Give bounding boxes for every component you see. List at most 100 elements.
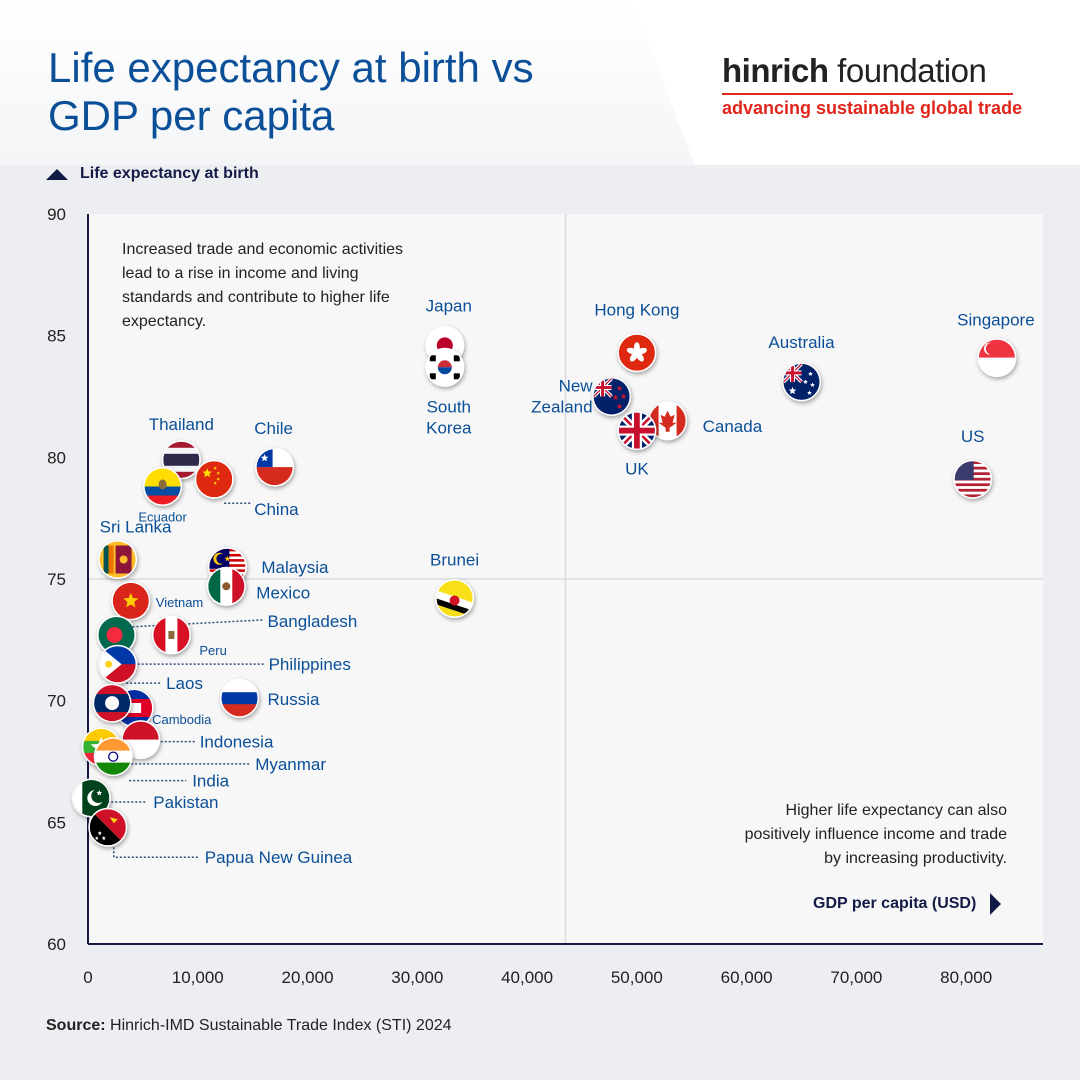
country-label: Indonesia: [200, 733, 274, 752]
country-label: Malaysia: [261, 558, 329, 577]
russia-flag-icon: [221, 680, 258, 717]
source-text: Hinrich-IMD Sustainable Trade Index (STI…: [105, 1017, 452, 1034]
country-label: Japan: [426, 296, 472, 315]
y-axis-label: Life expectancy at birth: [80, 165, 259, 182]
point-papua-new-guinea: [88, 807, 128, 847]
y-axis-title: Life expectancy at birth: [46, 165, 259, 183]
up-arrow-icon: [46, 168, 68, 180]
country-label: Myanmar: [255, 755, 326, 774]
point-russia: [220, 678, 259, 718]
country-label: Thailand: [149, 415, 214, 434]
chile-flag-icon: [256, 449, 293, 486]
y-tick-label: 70: [47, 692, 66, 711]
country-label: Vietnam: [156, 595, 203, 610]
source-label: Source:: [46, 1017, 106, 1034]
country-label: Canada: [703, 417, 763, 436]
country-label: US: [961, 427, 985, 446]
country-label: India: [192, 772, 229, 791]
y-tick-label: 80: [47, 448, 66, 467]
country-label: Ecuador: [138, 510, 187, 525]
singapore-flag-icon: [978, 339, 1015, 376]
point-singapore: [977, 338, 1017, 378]
hong-kong-flag-icon: [618, 334, 655, 371]
logo-panel: [632, 0, 1080, 165]
point-chile: [255, 447, 295, 487]
india-flag-icon: [95, 738, 132, 775]
country-label: China: [254, 500, 299, 519]
x-tick-label: 50,000: [611, 968, 663, 987]
ecuador-flag-icon: [144, 468, 181, 505]
logo-bold: hinrich: [722, 52, 829, 89]
papua-new-guinea-flag-icon: [89, 809, 126, 846]
uk-flag-icon: [618, 412, 655, 449]
mexico-flag-icon: [208, 568, 245, 605]
country-label: New: [559, 377, 594, 396]
x-axis-title: GDP per capita (USD): [813, 893, 1002, 915]
canada-flag-icon: [649, 402, 686, 439]
country-label: Papua New Guinea: [205, 848, 353, 867]
country-label: Chile: [254, 419, 293, 438]
country-label: South: [427, 397, 471, 416]
country-label: Mexico: [256, 583, 310, 602]
country-label: Laos: [166, 674, 203, 693]
point-mexico: [206, 566, 246, 606]
china-flag-icon: [196, 461, 233, 498]
point-us: [953, 459, 993, 499]
country-label: Australia: [768, 333, 835, 352]
point-new-zealand: [592, 377, 632, 416]
logo-rule: [722, 93, 1013, 95]
country-label: Singapore: [957, 311, 1035, 330]
x-tick-label: 0: [83, 968, 92, 987]
point-hong-kong: [617, 333, 657, 373]
point-sri-lanka: [98, 540, 138, 579]
point-south-korea: [425, 347, 465, 387]
peru-flag-icon: [153, 617, 190, 653]
point-peru: [151, 615, 191, 655]
annotation-bottom: Higher life expectancy can also positive…: [744, 802, 1007, 867]
point-canada: [648, 401, 688, 441]
country-label: Russia: [268, 690, 321, 709]
logo-rest: foundation: [828, 52, 987, 89]
country-label: Zealand: [531, 398, 592, 417]
y-tick-label: 90: [47, 205, 66, 224]
x-tick-label: 10,000: [172, 968, 224, 987]
logo-wordmark: hinrich foundation: [722, 52, 987, 90]
country-label: Korea: [426, 418, 472, 437]
point-uk: [617, 411, 657, 451]
country-label: Bangladesh: [268, 612, 358, 631]
x-tick-label: 20,000: [282, 968, 334, 987]
x-axis-label: GDP per capita (USD): [813, 895, 977, 912]
new-zealand-flag-icon: [593, 378, 630, 415]
sri-lanka-flag-icon: [99, 541, 136, 578]
annotation-top: Increased trade and economic activities …: [122, 241, 404, 330]
y-tick-label: 65: [47, 813, 66, 832]
south-korea-flag-icon: [426, 349, 463, 386]
page-title: Life expectancy at birth vs GDP per capi…: [48, 44, 534, 139]
x-tick-label: 70,000: [830, 968, 882, 987]
thailand-flag-icon: [163, 441, 200, 478]
vietnam-flag-icon: [112, 582, 149, 619]
point-brunei: [435, 579, 475, 618]
point-ecuador: [143, 467, 183, 506]
source-line: Source: Hinrich-IMD Sustainable Trade In…: [46, 1017, 452, 1035]
country-label: Sri Lanka: [100, 518, 172, 537]
x-tick-label: 60,000: [721, 968, 773, 987]
laos-flag-icon: [94, 685, 131, 722]
point-laos: [92, 683, 132, 723]
australia-flag-icon: [783, 363, 820, 400]
philippines-flag-icon: [99, 646, 136, 683]
x-tick-label: 30,000: [391, 968, 443, 987]
logo-tagline: advancing sustainable global trade: [722, 98, 1023, 118]
point-india: [93, 737, 133, 777]
x-tick-label: 40,000: [501, 968, 553, 987]
point-philippines: [98, 644, 138, 684]
right-arrow-icon: [990, 893, 1002, 915]
country-label: Hong Kong: [594, 301, 679, 320]
point-vietnam: [111, 581, 151, 621]
brunei-flag-icon: [436, 580, 473, 617]
leader-line: [113, 847, 200, 858]
y-tick-label: 85: [47, 327, 66, 346]
country-label: Brunei: [430, 551, 479, 570]
